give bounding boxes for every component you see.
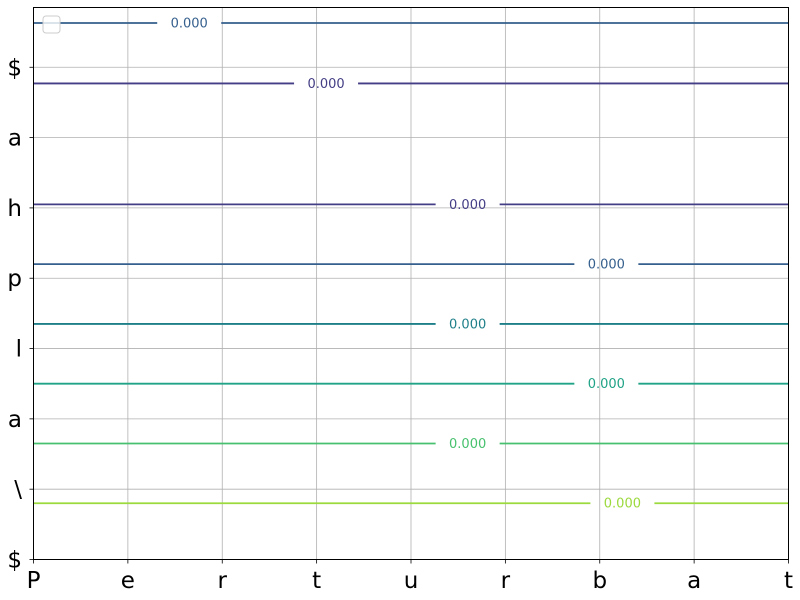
contour-lines: 0.000 0.000 0.000 0.000 0.000 0.000 0.000 0.000 [33, 16, 789, 512]
y-tick-label: a [8, 407, 22, 433]
y-tick-label: \ [14, 477, 22, 503]
contour-label: 0.000 [588, 258, 625, 273]
grid-lines [33, 7, 789, 560]
contour-label: 0.000 [449, 198, 486, 213]
y-tick-label: p [7, 266, 22, 292]
y-axis-ticks: $ \ a l p h a $ [7, 55, 34, 574]
y-tick-label: h [7, 196, 22, 222]
x-tick-label: a [687, 568, 701, 594]
contour-label: 0.000 [604, 497, 641, 512]
contour-label: 0.000 [588, 377, 625, 392]
x-tick-label: r [501, 568, 511, 594]
legend-box [42, 15, 61, 34]
y-tick-label: a [8, 126, 22, 152]
contour-label: 0.000 [171, 16, 208, 31]
contour-label: 0.000 [307, 77, 344, 92]
x-tick-label: r [218, 568, 228, 594]
x-tick-label: b [592, 568, 607, 594]
y-tick-label: l [16, 337, 22, 363]
y-tick-label: $ [7, 55, 22, 81]
legend [42, 15, 61, 34]
contour-label: 0.000 [449, 317, 486, 332]
x-tick-label: e [121, 568, 135, 594]
y-tick-label: $ [7, 548, 22, 574]
x-tick-label: t [312, 568, 321, 594]
x-tick-label: u [404, 568, 419, 594]
contour-label: 0.000 [449, 437, 486, 452]
x-tick-label: t [784, 568, 793, 594]
x-tick-label: P [27, 568, 41, 594]
